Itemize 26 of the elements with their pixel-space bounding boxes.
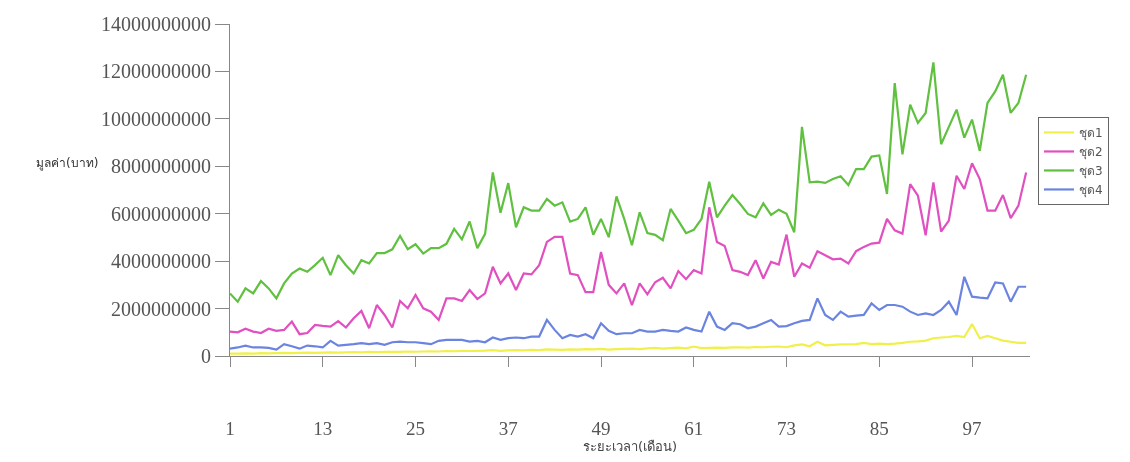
x-axis-title: ระยะเวลา(เดือน) [582, 438, 678, 454]
legend-label: ชุด4 [1079, 183, 1103, 199]
y-tick-label: 14000000000 [101, 13, 211, 35]
legend-label: ชุด1 [1079, 126, 1103, 142]
y-tick-label: 10000000000 [101, 107, 211, 130]
x-tick-label: 49 [591, 417, 611, 439]
legend-label: ชุด3 [1079, 164, 1103, 180]
y-tick-label: 6000000000 [111, 202, 211, 225]
x-tick-label: 25 [406, 417, 426, 439]
x-tick-label: 73 [777, 417, 797, 439]
line-series [230, 162, 1028, 336]
x-tick-label: 1 [225, 417, 235, 439]
legend-label: ชุด2 [1079, 145, 1103, 161]
y-tick-label: 4000000000 [111, 250, 211, 273]
line-series [230, 61, 1028, 303]
y-axis-title: มูลค่า(บาท) [36, 156, 99, 171]
line-series [230, 275, 1028, 351]
x-tick-label: 61 [684, 417, 704, 439]
y-tick-label: 2000000000 [111, 297, 211, 320]
x-tick-label: 13 [313, 417, 333, 439]
x-tick-label: 97 [962, 417, 982, 439]
y-tick-label: 0 [201, 345, 211, 367]
y-tick-label: 8000000000 [111, 155, 211, 178]
x-tick-label: 85 [869, 417, 889, 439]
y-tick-label: 12000000000 [101, 60, 211, 83]
x-tick-label: 37 [498, 417, 518, 439]
